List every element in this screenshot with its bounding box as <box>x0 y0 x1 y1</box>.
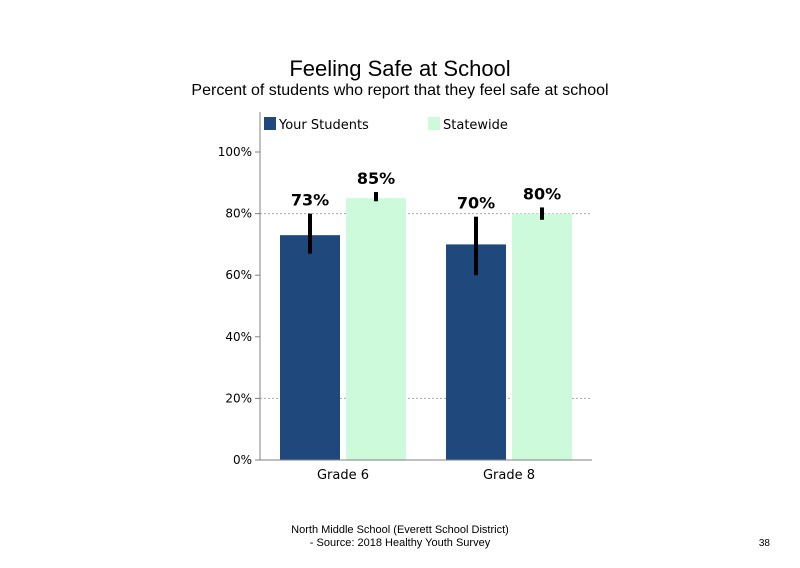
data-label: 70% <box>457 194 495 213</box>
data-label: 80% <box>523 184 561 203</box>
legend: Your Students Statewide <box>264 117 508 133</box>
legend-label: Your Students <box>278 118 369 133</box>
y-tick-label: 60% <box>225 268 252 282</box>
source-footer: North Middle School (Everett School Dist… <box>250 524 550 550</box>
footer-source: - Source: 2018 Healthy Youth Survey <box>309 537 491 549</box>
data-label: 85% <box>357 169 395 188</box>
x-tick-label: Grade 8 <box>483 468 535 483</box>
data-label: 73% <box>291 191 329 210</box>
legend-swatch <box>264 117 276 130</box>
y-tick-label: 40% <box>225 330 252 344</box>
legend-swatch <box>428 117 440 130</box>
y-tick-label: 0% <box>233 453 252 467</box>
page-number: 38 <box>758 538 770 549</box>
footer-school: North Middle School (Everett School Dist… <box>291 524 509 536</box>
x-tick-label: Grade 6 <box>317 468 369 483</box>
y-tick-label: 20% <box>225 391 252 405</box>
y-tick-label: 100% <box>218 145 252 159</box>
axes: Grade 6 Grade 8 0% 20% 40% 60% 80% 100% <box>218 112 592 483</box>
y-tick-label: 80% <box>225 207 252 221</box>
bars: 73% 85% 70% 80% <box>280 169 572 460</box>
bar-grade-6-your-students <box>280 235 340 460</box>
chart-title: Feeling Safe at School <box>289 56 511 81</box>
chart-subtitle: Percent of students who report that they… <box>191 82 609 99</box>
bar-grade-8-your-students <box>446 244 506 460</box>
legend-label: Statewide <box>443 118 508 133</box>
bar-grade-6-statewide <box>346 198 406 460</box>
bar-grade-8-statewide <box>512 213 572 460</box>
